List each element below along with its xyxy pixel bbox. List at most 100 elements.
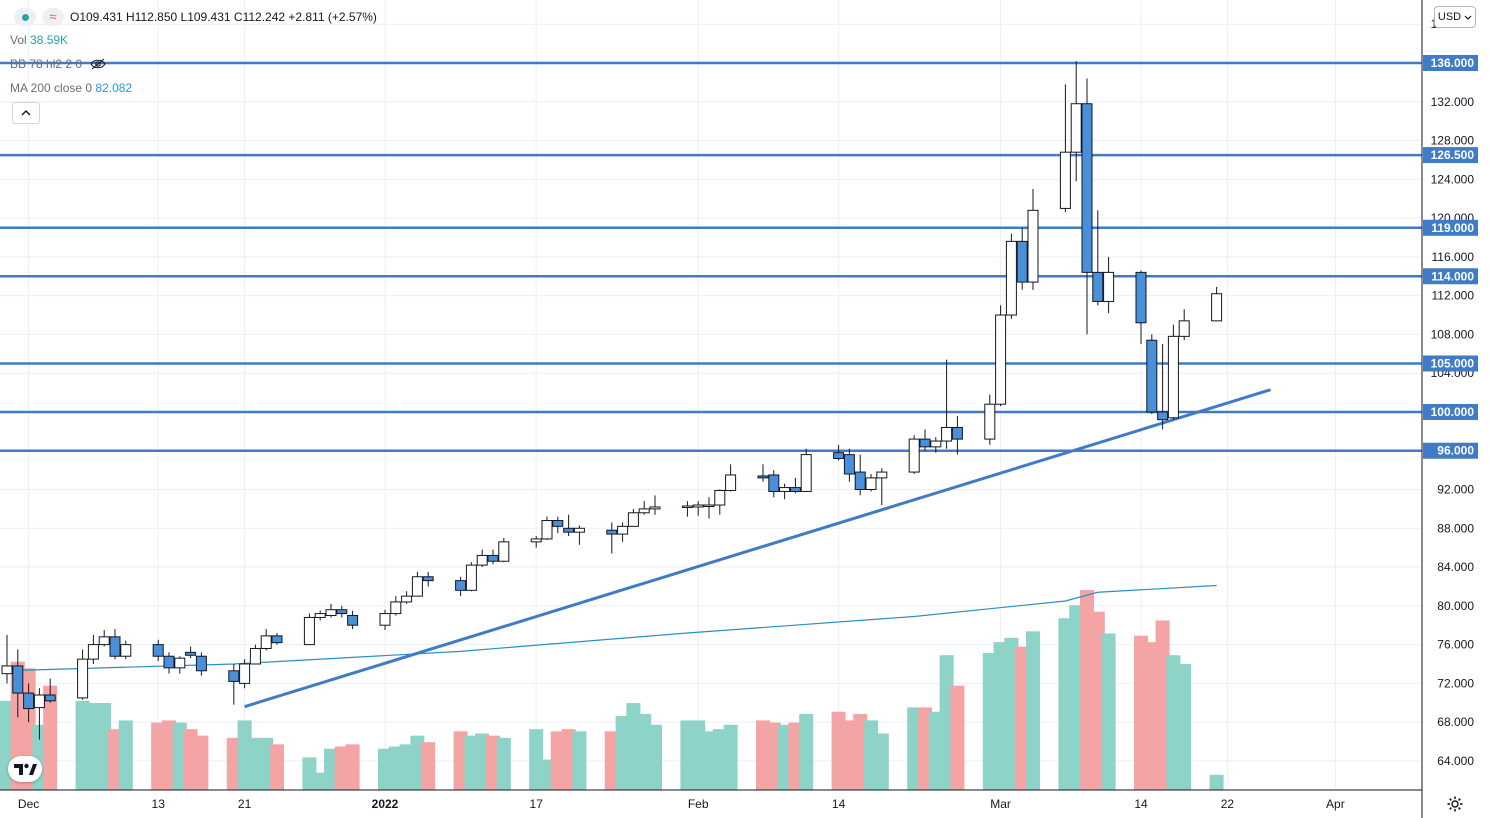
- candle: [563, 514, 575, 537]
- volume-bar: [615, 716, 630, 790]
- volume-bar: [648, 724, 662, 790]
- volume-bar: [550, 731, 565, 790]
- candle-body: [1103, 271, 1115, 302]
- level-label-bg: [1423, 403, 1478, 420]
- volume-bar: [702, 731, 716, 790]
- volume-bar: [626, 703, 641, 790]
- volume-bar: [259, 737, 274, 790]
- candle-body: [692, 504, 704, 508]
- candle: [228, 663, 240, 705]
- level-label: 100.000: [1431, 405, 1475, 419]
- volume-bar: [388, 746, 403, 790]
- volume-bar: [1144, 642, 1159, 790]
- volume-bar: [75, 700, 90, 790]
- candle: [174, 656, 186, 674]
- volume-bar: [540, 759, 554, 790]
- candle-body: [185, 651, 197, 656]
- volume-bar: [680, 720, 695, 790]
- volume-bar: [604, 731, 619, 790]
- volume-bar: [853, 713, 868, 790]
- candle: [1135, 270, 1147, 345]
- candle: [757, 464, 769, 482]
- level-labels: 136.000 126.500 119.000 114.000 105.000 100.0…: [1423, 55, 1478, 459]
- volume-bar: [496, 737, 511, 790]
- candle: [703, 497, 715, 519]
- candle: [779, 483, 791, 500]
- chevron-up-icon: [21, 110, 31, 116]
- candle-body: [411, 576, 423, 597]
- price-tick-label: 64.000: [1437, 754, 1474, 768]
- candle: [941, 359, 953, 449]
- candle: [789, 477, 801, 494]
- volume-bar: [345, 744, 360, 790]
- candle-body: [552, 520, 564, 527]
- currency-selector[interactable]: USD: [1434, 6, 1476, 28]
- volume-bar: [302, 757, 317, 790]
- volume-bar: [1209, 774, 1224, 790]
- candle-body: [23, 692, 35, 710]
- volume-bar: [151, 722, 166, 790]
- ohlc-values: O109.431 H112.850 L109.431 C112.242 +2.8…: [70, 10, 377, 24]
- candle-body: [617, 525, 629, 535]
- candle-body: [120, 644, 132, 657]
- candle: [843, 448, 855, 482]
- candle-body: [87, 644, 99, 660]
- candle-body: [336, 609, 348, 615]
- volume-bar: [712, 729, 727, 790]
- candle-body: [1211, 293, 1223, 322]
- candle-body: [163, 655, 175, 669]
- candle: [465, 562, 477, 592]
- bb-legend: BB 78 hl2 2 0: [10, 57, 106, 71]
- volume-bar: [529, 729, 544, 790]
- candle: [617, 522, 629, 542]
- status-dot-icon: [21, 13, 29, 21]
- volume-value: 38.59K: [30, 33, 69, 47]
- wave-toggle[interactable]: ≈: [42, 8, 64, 26]
- candle-body: [498, 541, 510, 562]
- volume-bar: [799, 713, 814, 790]
- candle: [951, 415, 963, 455]
- time-tick-label: Dec: [18, 797, 39, 811]
- candle: [606, 522, 618, 554]
- candle: [195, 652, 207, 676]
- volume-bar: [194, 735, 209, 790]
- volume-bar: [226, 737, 241, 790]
- volume-bar: [993, 642, 1008, 790]
- collapse-legend-button[interactable]: [12, 102, 40, 124]
- candle: [239, 659, 251, 689]
- volume-bar: [1090, 611, 1105, 790]
- candle: [552, 516, 564, 534]
- volume-bar: [788, 722, 803, 790]
- candle: [44, 678, 56, 703]
- candle-body: [1027, 209, 1039, 283]
- settings-button[interactable]: [1444, 794, 1466, 814]
- candle: [649, 495, 661, 515]
- price-tick-label: 112.000: [1432, 289, 1475, 303]
- horizontal-levels: [0, 61, 1422, 452]
- status-indicator[interactable]: [14, 8, 36, 26]
- candle-body: [1157, 411, 1169, 421]
- candle-body: [33, 694, 45, 709]
- price-tick-label: 128.000: [1431, 134, 1475, 148]
- candle: [573, 525, 585, 545]
- wave-icon: ≈: [49, 9, 57, 24]
- candle: [347, 610, 359, 630]
- eye-off-icon[interactable]: [90, 58, 106, 70]
- candle: [1016, 227, 1028, 290]
- candle-body: [573, 527, 585, 533]
- ma-label: MA 200 close 0: [10, 81, 93, 95]
- candle: [498, 537, 510, 563]
- candle-body: [44, 694, 56, 702]
- candle: [1059, 84, 1071, 213]
- candle: [1005, 233, 1017, 319]
- tradingview-logo-icon[interactable]: [8, 756, 42, 782]
- volume-bar: [399, 744, 414, 790]
- volume-bar: [1166, 655, 1181, 790]
- time-tick-label: 21: [238, 797, 252, 811]
- candle-body: [833, 452, 845, 459]
- candle: [455, 576, 467, 597]
- candle: [876, 468, 888, 506]
- candle-body: [984, 403, 996, 440]
- volume-bar: [982, 653, 997, 790]
